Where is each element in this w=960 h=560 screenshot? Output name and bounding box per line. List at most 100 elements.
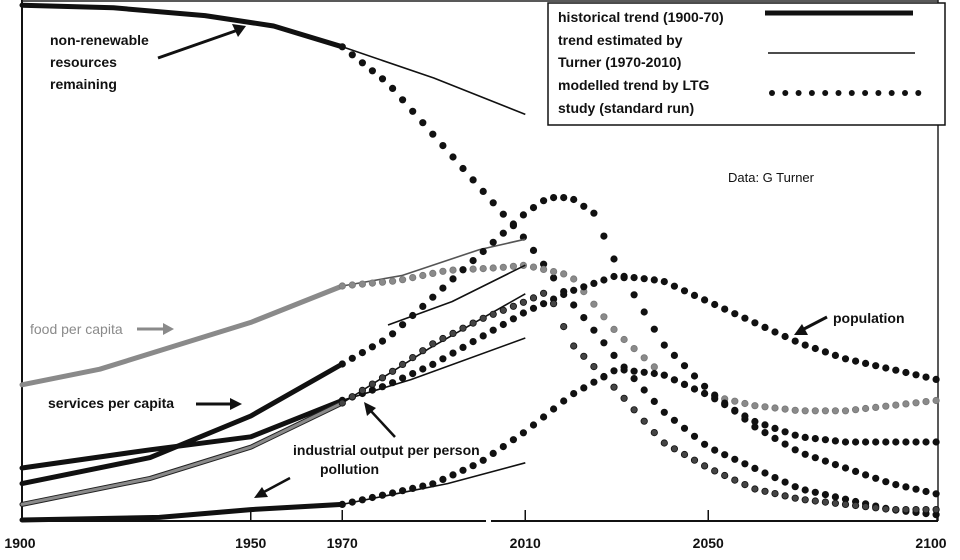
series-population <box>19 272 940 471</box>
ltg-dot <box>338 500 346 508</box>
ltg-dot <box>398 487 407 495</box>
x-tick-label: 1900 <box>4 535 35 551</box>
ltg-dot <box>489 326 497 334</box>
ltg-dot <box>711 395 719 403</box>
ltg-dot <box>761 469 769 477</box>
ltg-dot <box>398 360 407 368</box>
ltg-dot <box>469 256 477 265</box>
ltg-dot <box>861 503 870 511</box>
ltg-dot <box>761 487 769 495</box>
ltg-dot <box>469 462 477 470</box>
legend-label-turner-2: Turner (1970-2010) <box>558 54 681 70</box>
ltg-dot <box>700 462 709 470</box>
ltg-dot <box>620 272 628 280</box>
ltg-dot <box>570 389 578 398</box>
ltg-dot <box>388 489 397 497</box>
ltg-dot <box>378 75 387 83</box>
ltg-dot <box>861 471 870 479</box>
ltg-dot <box>388 330 397 338</box>
ltg-dot <box>378 337 387 345</box>
annotation-population: population <box>794 310 905 335</box>
ltg-dot <box>811 454 819 462</box>
ltg-dot <box>368 386 376 394</box>
ltg-dot <box>388 84 397 93</box>
ltg-dot <box>419 119 427 127</box>
ltg-dot <box>409 311 417 320</box>
ltg-dot <box>368 279 376 287</box>
ltg-dot <box>801 496 809 504</box>
ltg-dot <box>821 457 830 465</box>
historical-line <box>19 397 345 471</box>
x-tick-label: 2100 <box>915 535 946 551</box>
ltg-dot <box>882 364 890 372</box>
ltg-dot <box>439 355 447 363</box>
ltg-dot <box>469 265 477 273</box>
ltg-dot <box>549 274 558 282</box>
arrow-industrial <box>369 409 396 438</box>
ltg-dot <box>358 496 366 504</box>
label-services: services per capita <box>48 395 174 411</box>
ltg-dot <box>590 378 598 386</box>
ltg-dot <box>731 476 739 484</box>
ltg-dot <box>660 408 668 416</box>
arrow-pollution <box>261 476 291 495</box>
x-tick-label: 2010 <box>510 535 541 551</box>
ltg-dot <box>560 290 568 299</box>
ltg-dot <box>610 272 618 281</box>
ltg-dot <box>640 386 648 394</box>
ltg-dot <box>489 264 497 272</box>
ltg-dot <box>680 362 689 370</box>
ltg-dot <box>872 504 880 512</box>
legend: historical trend (1900-70) trend estimat… <box>547 2 946 126</box>
ltg-dot <box>791 406 799 414</box>
ltg-dot <box>872 474 880 482</box>
ltg-dot <box>610 367 618 375</box>
ltg-dot <box>449 275 457 283</box>
ltg-dot <box>700 296 709 304</box>
ltg-dot <box>499 442 507 451</box>
ltg-dot <box>338 282 346 290</box>
ltg-dot <box>630 291 638 299</box>
ltg-dot <box>811 497 819 505</box>
ltg-dot <box>600 232 608 240</box>
legend-dot <box>822 90 829 96</box>
ltg-dot <box>811 488 819 496</box>
legend-label-ltg-1: modelled trend by LTG <box>558 77 710 93</box>
ltg-dot <box>821 490 830 499</box>
legend-dot <box>835 90 842 96</box>
annotation-resources: non-renewable resources remaining <box>50 24 246 92</box>
ltg-dot <box>378 491 387 499</box>
ltg-dot <box>821 436 830 444</box>
x-tick-label: 1950 <box>235 535 266 551</box>
ltg-dot <box>590 326 598 334</box>
ltg-dot <box>560 322 568 331</box>
ltg-dot <box>590 209 598 217</box>
ltg-dot <box>821 407 830 415</box>
ltg-dot <box>841 464 850 472</box>
ltg-dot <box>419 482 427 490</box>
ltg-dot <box>771 489 779 498</box>
ltg-dot <box>388 379 397 387</box>
ltg-dot <box>640 275 648 283</box>
arrow-population <box>801 315 828 332</box>
ltg-dot <box>358 280 366 288</box>
ltg-dot <box>902 505 910 514</box>
ltg-dot <box>338 360 346 368</box>
legend-dot <box>782 90 789 96</box>
x-tick-label: 2050 <box>693 535 724 551</box>
ltg-dot <box>700 440 709 448</box>
ltg-dot <box>640 308 648 316</box>
ltg-dot <box>439 267 447 275</box>
ltg-dot <box>459 343 467 351</box>
ltg-dot <box>499 306 507 314</box>
ltg-dot <box>741 412 749 420</box>
ltg-dot <box>771 424 779 432</box>
ltg-dot <box>650 276 658 284</box>
annotation-services: services per capita <box>48 395 242 411</box>
historical-line <box>19 361 345 487</box>
label-resources-2: resources <box>50 54 117 70</box>
ltg-dot <box>761 428 769 437</box>
ltg-dot <box>630 374 638 383</box>
series-industrial-output-per-person <box>19 289 940 514</box>
